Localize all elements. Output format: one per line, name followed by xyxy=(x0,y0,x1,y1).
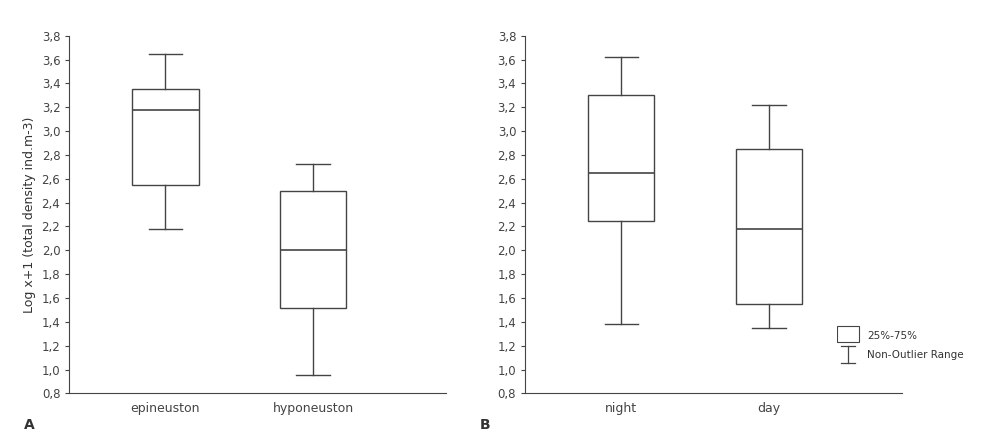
PathPatch shape xyxy=(279,191,346,308)
PathPatch shape xyxy=(735,149,802,304)
Y-axis label: Log x+1 (total density ind.m-3): Log x+1 (total density ind.m-3) xyxy=(23,116,36,313)
Text: B: B xyxy=(480,418,491,432)
PathPatch shape xyxy=(588,95,654,220)
Text: A: A xyxy=(24,418,35,432)
PathPatch shape xyxy=(132,89,198,185)
Text: 25%-75%: 25%-75% xyxy=(867,331,917,341)
Text: Non-Outlier Range: Non-Outlier Range xyxy=(867,350,964,360)
FancyBboxPatch shape xyxy=(837,326,859,342)
